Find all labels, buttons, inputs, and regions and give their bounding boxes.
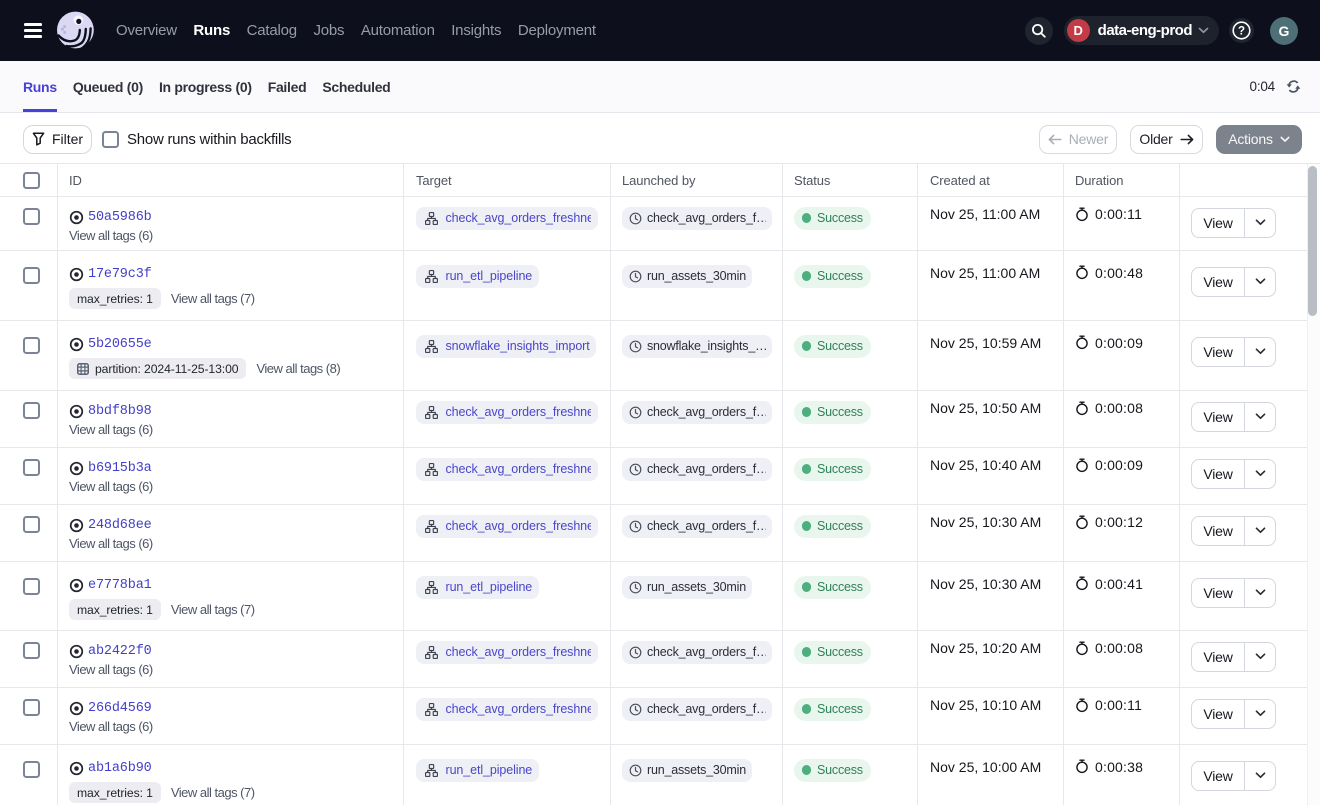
svg-text:?: ? xyxy=(1238,26,1245,38)
